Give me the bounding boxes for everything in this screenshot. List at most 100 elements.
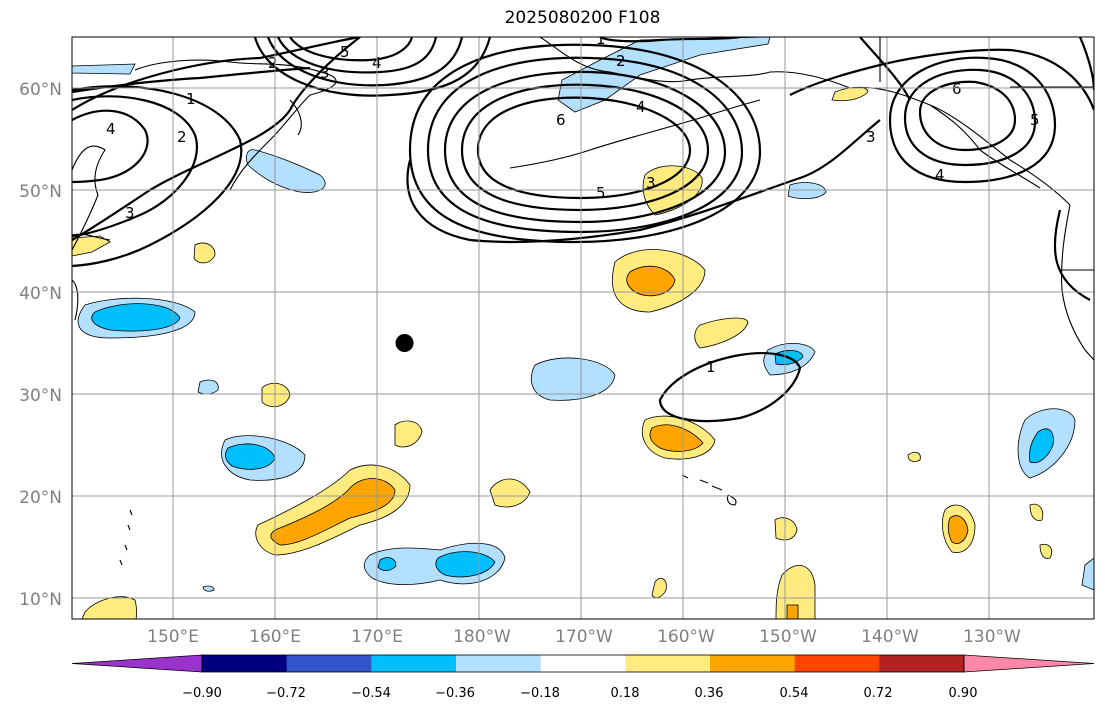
colorbar-segment (710, 655, 796, 672)
lat-label: 10°N (19, 590, 62, 610)
anomaly-blue-8 (197, 379, 219, 395)
colorbar-segment (794, 655, 880, 672)
lat-label: 40°N (19, 284, 62, 304)
lon-tick-labels: 150°E 160°E 170°E 180°W 170°W 160°W 150°… (147, 627, 1021, 647)
lat-label: 30°N (19, 386, 62, 406)
contour-top-5 (289, 37, 414, 62)
colorbar-label: 0.72 (864, 686, 893, 701)
anomaly-blue-4 (787, 182, 827, 200)
anomaly-yellow-8 (394, 420, 423, 448)
contour-label-1c: 1 (706, 358, 716, 376)
colorbar-segment (456, 655, 542, 672)
contour-label-3d: 3 (866, 128, 876, 146)
contour-label-3a: 3 (320, 64, 330, 82)
contour-low-ring-1 (476, 96, 692, 200)
contour-low-ring-2 (460, 83, 710, 212)
colorbar-label: 0.36 (695, 686, 724, 701)
anomaly-blue-1 (72, 63, 136, 75)
lon-label: 150°E (147, 627, 199, 647)
colorbar-segment (371, 655, 457, 672)
lat-label: 50°N (19, 182, 62, 202)
coast-chukotka (289, 99, 302, 136)
colorbar-label: −0.54 (351, 686, 391, 701)
chart-title: 2025080200 F108 (504, 8, 661, 28)
map-frame (71, 36, 1095, 620)
gridlines (72, 37, 1094, 619)
anomaly-yellow-6 (694, 317, 749, 349)
contour-label-6a: 6 (556, 111, 566, 129)
contour-subtropic-1 (658, 352, 802, 423)
lat-label: 60°N (19, 80, 62, 100)
contour-label-6b: 6 (952, 80, 962, 98)
colorbar-segment (625, 655, 711, 672)
contour-top-2 (253, 37, 492, 97)
contour-label-2a: 2 (268, 54, 278, 72)
anomaly-cyan-10 (224, 443, 276, 470)
contour-east-4 (888, 56, 1057, 184)
colorbar-segment (879, 655, 965, 672)
colorbar-label: −0.72 (266, 686, 306, 701)
anomaly-blue-6 (530, 357, 616, 401)
lon-label: 170°W (555, 627, 613, 647)
lon-label: 160°W (657, 627, 715, 647)
colorbar-label: −0.36 (435, 686, 475, 701)
anomaly-orange-15 (947, 515, 969, 544)
coast-japan (72, 233, 111, 321)
coast-islands (119, 509, 133, 566)
coast-bc (929, 104, 1041, 189)
contour-top-1 (599, 37, 741, 43)
anomaly-orange-12 (270, 478, 396, 546)
contour-label-3b: 3 (125, 204, 135, 222)
anomaly-cyan-20 (435, 551, 496, 578)
anomaly-yellow-16 (1029, 503, 1044, 521)
location-marker (395, 334, 414, 352)
anomaly-yellow-14 (907, 451, 921, 462)
contour-labels: 5 4 3 2 1 4 2 3 6 4 2 1 5 3 6 5 3 4 1 (106, 37, 1040, 376)
contour-label-5c: 5 (1030, 111, 1040, 129)
anomaly-yellow-7 (261, 382, 291, 408)
anomaly-yellow-13 (489, 478, 531, 508)
contour-top-3 (266, 37, 464, 87)
contour-label-5a: 5 (340, 43, 350, 61)
colorbar-outline (201, 654, 965, 673)
lat-tick-labels: 60°N 50°N 40°N 30°N 20°N 10°N (19, 80, 62, 610)
anomaly-yellow-19 (774, 517, 798, 541)
colorbar-label: −0.18 (520, 686, 560, 701)
colorbar-segment (286, 655, 372, 672)
contour-east-3 (789, 48, 1094, 111)
lon-label: 130°W (963, 627, 1021, 647)
anomaly-blue-21 (202, 585, 215, 592)
contour-east-5 (903, 68, 1037, 167)
lat-label: 20°N (19, 488, 62, 508)
colorbar-segment (540, 655, 626, 672)
lon-label: 170°E (351, 627, 403, 647)
contours (72, 37, 1094, 423)
colorbar-extend-low (71, 654, 203, 673)
coast-us-west (1061, 204, 1094, 361)
contour-label-4c: 4 (636, 98, 646, 116)
anomaly-cyan-11 (1029, 428, 1054, 464)
anomaly-orange-9 (649, 424, 704, 452)
contour-label-4b: 4 (106, 120, 116, 138)
anomaly-yellow-22 (651, 577, 667, 599)
colorbar-label: −0.90 (182, 686, 222, 701)
coast-siberia (134, 59, 337, 191)
contour-west-4 (72, 109, 149, 184)
coast-kamchatka (72, 145, 106, 251)
anomaly-blue-18 (1081, 557, 1094, 591)
anomaly-blue-2 (246, 149, 326, 193)
contour-label-4d: 4 (935, 166, 945, 184)
contour-low-ring-4 (426, 56, 744, 234)
shaded-anomalies (72, 37, 1094, 619)
colorbar-extend-high (963, 654, 1095, 673)
lon-label: 150°W (759, 627, 817, 647)
contour-label-2b: 2 (177, 128, 187, 146)
colorbar-label: 0.90 (949, 686, 978, 701)
map-background (72, 37, 1094, 619)
lon-label: 140°W (861, 627, 919, 647)
colorbar-segment (202, 655, 288, 672)
colorbar-label: 0.18 (611, 686, 640, 701)
lon-label: 160°E (249, 627, 301, 647)
contour-west-1 (72, 85, 243, 268)
